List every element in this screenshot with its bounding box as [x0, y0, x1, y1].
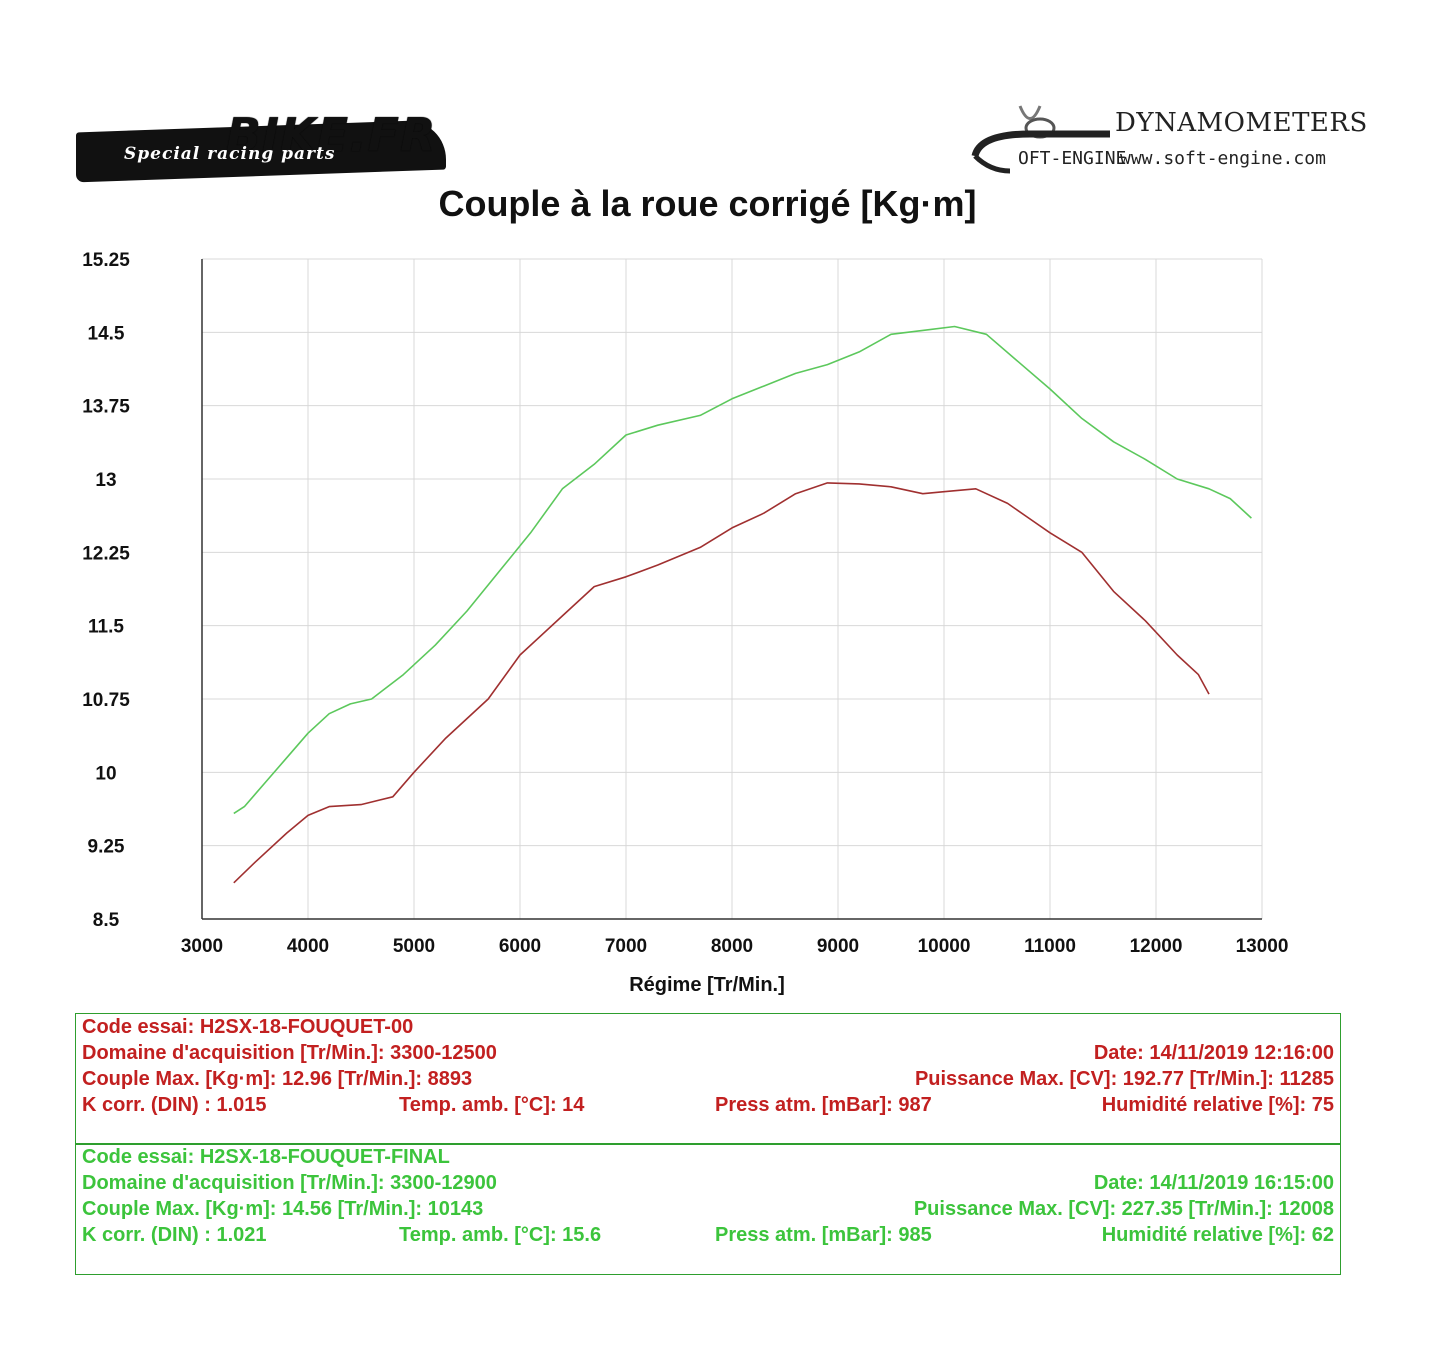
dyno-logo-name: DYNAMOMETERS — [1115, 108, 1368, 138]
chart-title: Couple à la roue corrigé [Kg·m] — [438, 183, 977, 224]
y-tick-label: 13.75 — [82, 397, 130, 418]
test1-kcorr: K corr. (DIN) : 1.015 — [82, 1094, 267, 1116]
test2-date: Date: 14/11/2019 16:15:00 — [1093, 1172, 1334, 1194]
x-tick-label: 13000 — [1236, 936, 1289, 957]
sponsor-logo: BIKE.FR Special racing parts — [76, 100, 446, 183]
test2-press: Press atm. [mBar]: 985 — [715, 1224, 932, 1246]
y-tick-label: 9.25 — [88, 837, 125, 858]
test2-couple: Couple Max. [Kg·m]: 14.56 [Tr/Min.]: 101… — [82, 1198, 484, 1220]
x-axis-label: Régime [Tr/Min.] — [629, 974, 785, 996]
series-line-1 — [233, 482, 1210, 884]
torque-chart: 15.2514.513.751312.2511.510.75109.258.5 … — [82, 250, 1289, 996]
dyno-logo-softengine: OFT-ENGINE — [1018, 148, 1127, 169]
y-tick-label: 13 — [95, 470, 116, 491]
y-tick-label: 8.5 — [93, 910, 120, 931]
test2-domain: Domaine d'acquisition [Tr/Min.]: 3300-12… — [82, 1172, 497, 1194]
x-tick-labels: 3000 4000 5000 6000 7000 8000 9000 10000 11000 12… — [181, 936, 1289, 957]
dyno-logo-url: www.soft-engine.com — [1120, 148, 1326, 169]
test1-press: Press atm. [mBar]: 987 — [715, 1094, 932, 1116]
test1-date: Date: 14/11/2019 12:16:00 — [1093, 1042, 1334, 1064]
logo-brand: BIKE.FR — [226, 108, 437, 162]
x-tick-label: 6000 — [499, 936, 541, 957]
x-tick-label: 12000 — [1130, 936, 1183, 957]
test1-temp: Temp. amb. [°C]: 14 — [399, 1094, 585, 1116]
dyno-logo: DYNAMOMETERS OFT-ENGINE www.soft-engine.… — [970, 70, 1370, 180]
test2-humidity: Humidité relative [%]: 62 — [1101, 1224, 1334, 1246]
y-tick-labels: 15.25 14.5 13.75 13 12.25 11.5 10.75 10 9.25 8.5 — [82, 250, 130, 931]
y-tick-label: 14.5 — [88, 323, 125, 344]
chart-axes — [201, 259, 1262, 920]
test-info-box-1: Code essai: H2SX-18-FOUQUET-00 Domaine d… — [75, 1013, 1341, 1145]
x-tick-label: 7000 — [605, 936, 647, 957]
y-tick-label: 10.75 — [82, 690, 130, 711]
test1-humidity: Humidité relative [%]: 75 — [1101, 1094, 1334, 1116]
test2-puissance: Puissance Max. [CV]: 227.35 [Tr/Min.]: 1… — [913, 1198, 1334, 1220]
test2-temp: Temp. amb. [°C]: 15.6 — [399, 1224, 602, 1246]
chart-series — [233, 325, 1252, 884]
x-tick-label: 8000 — [711, 936, 753, 957]
series-line-2 — [233, 325, 1252, 815]
dyno-logo-icon — [971, 105, 1110, 174]
test2-code: Code essai: H2SX-18-FOUQUET-FINAL — [82, 1146, 450, 1168]
test1-puissance: Puissance Max. [CV]: 192.77 [Tr/Min.]: 1… — [914, 1068, 1334, 1090]
x-tick-label: 3000 — [181, 936, 223, 957]
y-tick-label: 11.5 — [88, 617, 124, 638]
x-tick-label: 9000 — [817, 936, 859, 957]
x-tick-label: 5000 — [393, 936, 435, 957]
x-tick-label: 4000 — [287, 936, 329, 957]
chart-grid — [201, 258, 1263, 920]
test2-kcorr: K corr. (DIN) : 1.021 — [82, 1224, 267, 1246]
y-tick-label: 10 — [95, 763, 116, 784]
test1-code: Code essai: H2SX-18-FOUQUET-00 — [82, 1016, 414, 1038]
x-tick-label: 10000 — [918, 936, 971, 957]
y-tick-label: 12.25 — [82, 543, 130, 564]
test1-domain: Domaine d'acquisition [Tr/Min.]: 3300-12… — [82, 1042, 497, 1064]
test-info-box-2: Code essai: H2SX-18-FOUQUET-FINAL Domain… — [75, 1143, 1341, 1275]
y-tick-label: 15.25 — [82, 250, 130, 271]
test1-couple: Couple Max. [Kg·m]: 12.96 [Tr/Min.]: 889… — [82, 1068, 473, 1090]
x-tick-label: 11000 — [1024, 936, 1076, 957]
logo-tagline: Special racing parts — [124, 144, 336, 164]
